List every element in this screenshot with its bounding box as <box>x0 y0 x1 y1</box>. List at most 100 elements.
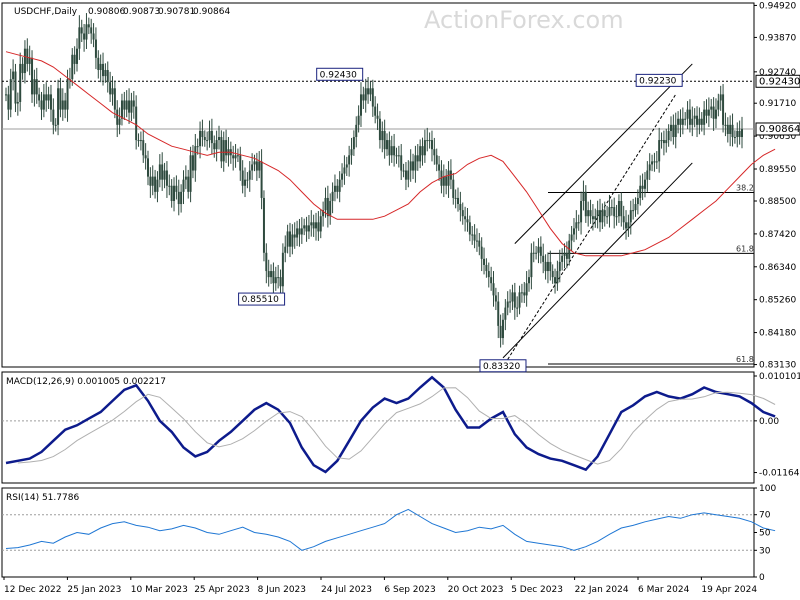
axes: 0.94920 0.93870 0.92740 0.91710 0.90630 0.895… <box>3 1 800 595</box>
resistance-price-label-box <box>755 74 800 88</box>
candle-body <box>696 115 699 125</box>
candle-body <box>471 234 474 236</box>
candle-body <box>606 216 609 218</box>
candle-body <box>31 57 34 95</box>
candle-body <box>639 185 642 198</box>
candle-body <box>421 146 424 156</box>
candle-body <box>338 179 341 192</box>
candle-body <box>603 210 606 217</box>
x-tick-label: 8 Jun 2023 <box>258 585 306 595</box>
candle-body <box>293 234 296 238</box>
candle-body <box>61 100 64 110</box>
candle-body <box>722 94 725 125</box>
candle-body <box>461 210 464 217</box>
candle-body <box>87 24 90 28</box>
candle-body <box>535 252 538 254</box>
candle-body <box>736 130 739 138</box>
x-tick-label: 12 Dec 2022 <box>4 585 62 595</box>
candle-body <box>210 130 213 144</box>
candle-body <box>85 24 88 40</box>
candle-body <box>163 170 166 180</box>
candle-body <box>447 170 450 186</box>
candle-body <box>234 155 237 159</box>
macd-tick-label: 0.00 <box>759 417 779 427</box>
candle-body <box>516 307 519 309</box>
candle-body <box>492 283 495 296</box>
candle-body <box>7 94 10 110</box>
candle-body <box>577 222 580 224</box>
candle-body <box>156 179 159 192</box>
candle-body <box>291 234 294 247</box>
candle-body <box>244 179 247 186</box>
candle-body <box>632 210 635 212</box>
annotation-label: 0.92430 <box>320 70 357 80</box>
candle-body <box>714 109 717 119</box>
x-tick-label: 10 Mar 2023 <box>131 585 188 595</box>
candle-body <box>572 228 575 235</box>
channel-line <box>502 162 693 359</box>
moving-average-line <box>5 51 776 257</box>
candle-body <box>473 234 476 241</box>
candle-body <box>57 88 60 125</box>
macd-panel <box>2 375 776 474</box>
candle-body <box>277 277 280 279</box>
candle-body <box>613 207 616 217</box>
candle-body <box>698 118 701 125</box>
candle-body <box>19 63 22 102</box>
candle-body <box>345 164 348 168</box>
price-tick-label: 0.90630 <box>759 132 796 142</box>
candle-body <box>317 222 320 232</box>
candle-body <box>402 170 405 172</box>
candle-body <box>359 94 362 116</box>
candle-body <box>554 277 557 284</box>
candle-body <box>329 200 332 217</box>
candle-body <box>5 94 7 96</box>
candle-body <box>464 216 467 220</box>
candle-body <box>658 140 661 162</box>
ohlc-high: 0.90873 <box>123 7 160 17</box>
candle-body <box>241 170 244 186</box>
candle-body <box>634 204 637 211</box>
candle-body <box>670 124 673 131</box>
price-tick-label: 0.92740 <box>759 68 796 78</box>
price-tick-label: 0.86340 <box>759 263 796 273</box>
x-tick-label: 6 Sep 2023 <box>384 585 435 595</box>
candle-body <box>355 124 358 138</box>
candle-body <box>336 185 339 192</box>
candle-body <box>14 71 17 104</box>
annotation-box <box>238 292 286 306</box>
candle-body <box>9 79 12 110</box>
rsi-panel <box>2 508 776 551</box>
candle-body <box>251 164 254 171</box>
candle-body <box>274 277 277 284</box>
candle-body <box>123 100 126 110</box>
macd-title: MACD(12,26,9) 0.001005 0.002217 <box>6 377 166 387</box>
candle-body <box>225 140 228 156</box>
candle-body <box>660 140 663 142</box>
candle-body <box>731 124 734 138</box>
candle-body <box>175 185 178 192</box>
candle-body <box>371 88 374 107</box>
macd-line <box>5 375 776 474</box>
candle-body <box>286 231 289 247</box>
candle-body <box>710 106 713 110</box>
x-tick-label: 5 Dec 2023 <box>511 585 563 595</box>
candle-body <box>369 88 372 95</box>
candle-body <box>499 325 502 339</box>
candle-body <box>561 255 564 262</box>
candle-body <box>73 54 76 64</box>
candle-body <box>165 170 168 186</box>
candle-body <box>693 115 696 119</box>
candle-body <box>170 185 173 201</box>
candle-body <box>383 130 386 150</box>
candle-body <box>191 155 194 171</box>
candle-body <box>154 176 157 192</box>
candle-body <box>497 301 500 326</box>
candle-body <box>255 161 258 171</box>
x-tick-label: 20 Oct 2023 <box>448 585 504 595</box>
candle-body <box>144 155 147 159</box>
candle-body <box>142 140 145 156</box>
candle-body <box>501 319 504 339</box>
candle-body <box>580 200 583 223</box>
candle-body <box>665 140 668 144</box>
